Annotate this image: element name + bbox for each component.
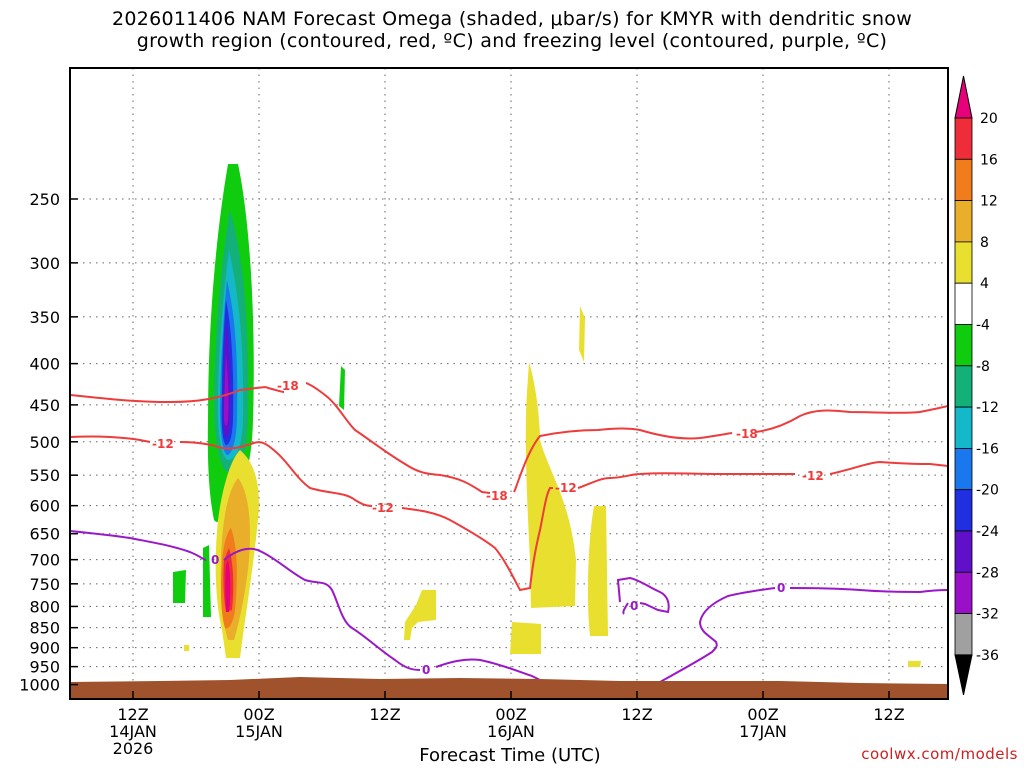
ground-terrain — [70, 677, 948, 699]
y-tick-label: 450 — [29, 396, 60, 415]
omega-region-p4-f — [184, 645, 189, 651]
y-tick-label: 300 — [29, 254, 60, 273]
colorbar-label: 8 — [980, 235, 989, 251]
colorbar-swatch — [954, 241, 973, 284]
colorbar-label: 4 — [980, 276, 989, 292]
dgz-upper-label: -18 — [486, 489, 508, 503]
freezing-level-label: 0 — [630, 599, 638, 613]
omega-region-mid-green — [339, 366, 345, 410]
omega-region-left-green-1 — [173, 570, 186, 603]
x-tick-label: 17JAN — [739, 722, 787, 741]
x-tick-label: 00Z — [495, 705, 526, 724]
colorbar-label: -32 — [976, 607, 999, 623]
freezing-level-label: 0 — [211, 553, 219, 567]
y-tick-label: 400 — [29, 355, 60, 374]
freezing-level-label: 0 — [777, 581, 785, 595]
dgz-upper-label: -18 — [736, 427, 758, 441]
dgz-lower-label: -12 — [372, 501, 394, 515]
y-tick-label: 950 — [29, 658, 60, 677]
omega-shading: -18 -18 -18 -12 -12 -12 -12 0 0 0 0 — [70, 164, 948, 699]
plot-frame — [69, 67, 949, 700]
x-tick-label: 00Z — [243, 705, 274, 724]
y-tick-label: 350 — [29, 308, 60, 327]
plot-area — [70, 68, 948, 699]
colorbar-label: -16 — [976, 441, 999, 457]
x-tick-label: 2026 — [113, 739, 154, 758]
x-tick-label: 16JAN — [487, 722, 535, 741]
x-tick-label: 15JAN — [235, 722, 283, 741]
x-tick-label: 12Z — [117, 705, 148, 724]
colorbar-label: 12 — [980, 194, 998, 210]
y-axis-pressure: 2503003504004505005506006507007508008509… — [19, 190, 78, 695]
chart-title: 2026011406 NAM Forecast Omega (shaded, μ… — [0, 8, 1024, 52]
colorbar-swatch — [954, 571, 973, 614]
y-tick-label: 500 — [29, 433, 60, 452]
x-tick-label: 12Z — [621, 705, 652, 724]
omega-region-p4-a — [579, 306, 585, 362]
dgz-upper-label: -18 — [277, 379, 299, 393]
x-axis-label: Forecast Time (UTC) — [419, 745, 601, 766]
y-tick-label: 700 — [29, 551, 60, 570]
colorbar-swatch — [954, 158, 973, 202]
dgz-lower-label: -12 — [802, 469, 824, 483]
omega-region-p4-e — [510, 622, 541, 654]
colorbar-swatch — [954, 530, 973, 573]
dgz-lower-label: -12 — [152, 437, 174, 451]
colorbar-label: -12 — [976, 400, 999, 416]
colorbar-bottom-arrow — [954, 654, 973, 696]
dgz-lower-label: -12 — [555, 481, 577, 495]
x-tick-label: 12Z — [369, 705, 400, 724]
y-tick-label: 850 — [29, 619, 60, 638]
x-tick-label: 12Z — [873, 705, 904, 724]
freezing-level-label: 0 — [422, 663, 430, 677]
omega-region-left-green-2 — [203, 545, 211, 617]
y-tick-label: 250 — [29, 190, 60, 209]
dgz-upper-label-bg-1 — [284, 378, 306, 390]
omega-region-p20-column — [225, 560, 231, 612]
chart-title-line-1: 2026011406 NAM Forecast Omega (shaded, μ… — [111, 8, 913, 30]
omega-region-p4-b — [525, 362, 576, 608]
y-tick-label: 600 — [29, 497, 60, 516]
colorbar-swatch — [954, 489, 973, 532]
x-tick-label: 00Z — [747, 705, 778, 724]
x-tick-label: 14JAN — [109, 722, 157, 741]
colorbar-swatch — [954, 447, 973, 491]
y-tick-label: 550 — [29, 466, 60, 485]
freezing-level-contour — [70, 530, 948, 683]
omega-region-p4-d — [404, 590, 436, 640]
colorbar-swatch — [954, 200, 973, 243]
colorbar-swatch — [954, 613, 973, 656]
colorbar-label: -8 — [976, 359, 990, 375]
colorbar-label: 16 — [980, 152, 998, 168]
y-tick-label: 650 — [29, 525, 60, 544]
dgz-lower-contour — [70, 435, 948, 592]
omega-region-m28 — [224, 355, 229, 426]
dgz-upper-contour — [70, 381, 948, 494]
colorbar-label: -36 — [976, 648, 999, 664]
y-tick-label: 900 — [29, 639, 60, 658]
colorbar-swatch — [954, 406, 973, 449]
y-tick-label: 1000 — [19, 676, 60, 695]
y-tick-label: 800 — [29, 597, 60, 616]
colorbar-label: 20 — [980, 111, 998, 127]
colorbar-label: -24 — [976, 524, 999, 540]
colorbar-label: -20 — [976, 483, 999, 499]
omega-region-p4-g — [908, 661, 921, 667]
colorbar-label: -4 — [976, 318, 990, 334]
y-tick-label: 750 — [29, 575, 60, 594]
colorbar-label: -28 — [976, 565, 999, 581]
credit-link[interactable]: coolwx.com/models — [861, 745, 1018, 763]
chart-title-line-2: growth region (contoured, red, ºC) and f… — [136, 30, 888, 52]
omega-region-p4-c — [587, 506, 608, 636]
omega-colorbar: 20 16 12 8 4 -4 -8 -12 -16 -20 -24 -28 -32 -36 — [954, 75, 999, 696]
colorbar-swatch — [954, 365, 973, 408]
colorbar-top-arrow — [954, 75, 973, 119]
colorbar-swatch — [954, 117, 973, 160]
colorbar-swatch — [954, 282, 973, 325]
colorbar-swatch — [954, 324, 973, 367]
grid-lines — [70, 68, 948, 699]
